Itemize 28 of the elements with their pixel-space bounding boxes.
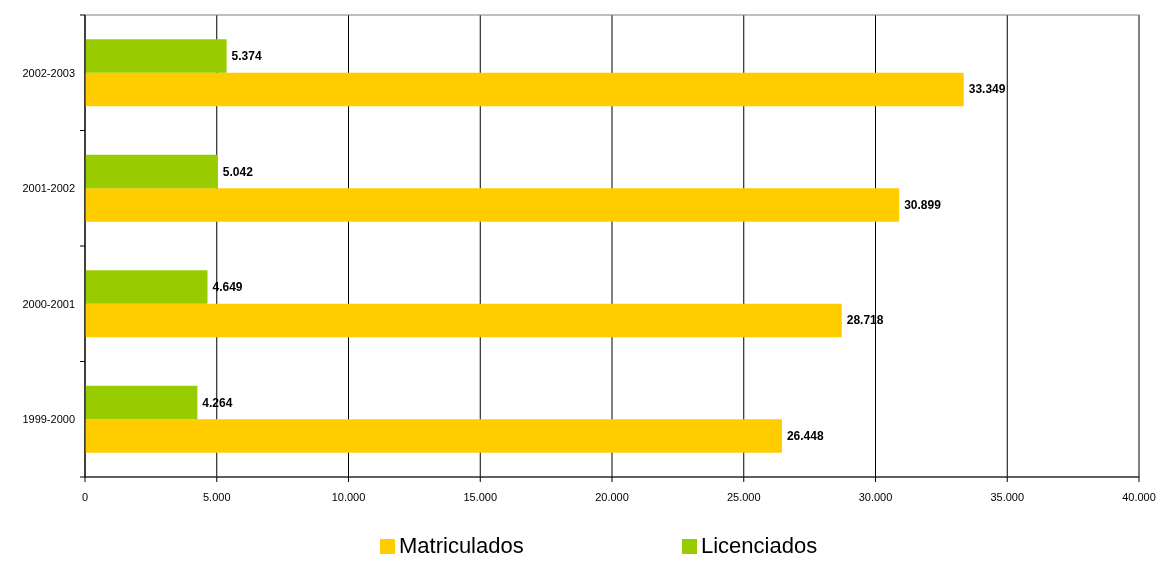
x-tick-label: 15.000: [463, 491, 498, 503]
x-tick-label: 20.000: [595, 491, 629, 503]
bar: [85, 270, 208, 304]
legend-label: Licenciados: [701, 533, 818, 558]
x-tick-label: 30.000: [858, 491, 893, 503]
x-tick-label: 25.000: [726, 491, 761, 503]
x-tick-label: 40.000: [1122, 491, 1156, 503]
y-tick-label: 2002-2003: [22, 66, 75, 79]
bar: [85, 39, 227, 73]
bar: [85, 419, 782, 453]
y-tick-label: 2001-2002: [22, 182, 75, 195]
bar: [85, 188, 900, 222]
data-label: 26.448: [786, 429, 824, 443]
y-tick-label: 2000-2001: [22, 297, 75, 310]
bar: [85, 303, 842, 338]
x-tick-label: 35.000: [990, 491, 1025, 503]
x-tick-label: 0: [81, 491, 89, 503]
x-tick-label: 5.000: [202, 491, 231, 503]
data-label: 5.374: [231, 49, 262, 63]
data-label: 30.899: [904, 198, 942, 212]
bar: [85, 154, 218, 189]
data-label: 33.349: [968, 82, 1006, 97]
x-tick-label: 10.000: [331, 491, 366, 503]
bar: [85, 385, 198, 420]
legend-label: Matriculados: [399, 533, 524, 558]
y-tick-label: 1999-2000: [22, 413, 75, 426]
bar: [85, 72, 964, 107]
data-label: 5.042: [222, 164, 254, 179]
